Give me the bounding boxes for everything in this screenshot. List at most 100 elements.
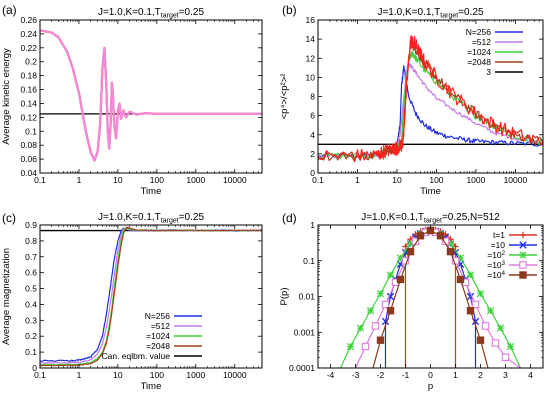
- marker-square-open: [381, 300, 390, 309]
- x-tick-label: 2: [478, 370, 483, 380]
- title-subscript: target: [440, 13, 458, 20]
- legend-label-sup: 3: [502, 261, 506, 267]
- axes-frame: [39, 224, 263, 369]
- series-line: [318, 35, 543, 163]
- marker-square-open: [371, 322, 380, 330]
- y-axis-label: P(p): [279, 288, 290, 306]
- series-line: [318, 62, 543, 159]
- legend-label-sup: 4: [502, 271, 506, 277]
- title-main: J=1.0,K=0.1,T: [377, 7, 440, 18]
- axes-frame: [317, 19, 544, 174]
- series-line: [40, 29, 262, 162]
- panel-c: (c) J=1.0,K=0.1,Ttarget=0.25 0.1 1 10 100 1000…: [1, 211, 263, 392]
- x-axis-label: Time: [141, 186, 162, 197]
- marker-star: [486, 307, 495, 315]
- panel-letter: (c): [2, 211, 16, 225]
- legend-label-text: N=256: [145, 311, 171, 321]
- legend-label: =2048: [467, 57, 491, 67]
- y-tick-label: 0.001: [294, 327, 316, 337]
- y-tick-label: 10: [306, 72, 316, 82]
- legend-label-text: =10: [487, 250, 502, 260]
- title-suffix: =0.25: [179, 7, 205, 18]
- y-tick-label: 2: [310, 149, 315, 159]
- x-tick-label: 100: [429, 175, 443, 185]
- y-tick-label: 4: [310, 130, 315, 140]
- panel-title: J=1.0,K=0.1,Ttarget=0.25: [377, 7, 483, 20]
- x-axis-label: p: [428, 381, 433, 392]
- legend-label: =103: [487, 260, 505, 270]
- legend-label-text: =10: [487, 270, 502, 280]
- marker-square-filled: [519, 271, 527, 279]
- panel-title: J=1.0,K=0.1,Ttarget=0.25: [98, 212, 204, 225]
- marker-star: [466, 271, 475, 279]
- y-tick-label: 0.08: [20, 140, 37, 150]
- x-tick-label: 0.1: [312, 175, 324, 185]
- title-suffix: =0.25,N=512: [442, 212, 500, 223]
- plot-area: [40, 29, 262, 162]
- series-line: [40, 29, 262, 162]
- marker-star: [376, 290, 385, 298]
- marker-square-open: [491, 339, 500, 347]
- axes-frame: [317, 224, 544, 369]
- marker-square-open: [519, 261, 527, 269]
- marker-square-filled: [436, 232, 445, 240]
- panel-title: J=1.0,K=0.1,Ttarget=0.25: [98, 7, 204, 20]
- marker-star: [519, 251, 527, 259]
- legend-label-text: Can. eqlbm. value: [101, 351, 170, 361]
- marker-star: [406, 240, 415, 248]
- marker-star: [396, 254, 405, 262]
- y-tick-label: 0.4: [25, 299, 37, 309]
- legend-label: =512: [472, 37, 491, 47]
- y-tick-label: 6: [310, 111, 315, 121]
- x-tick-label: 10: [392, 175, 402, 185]
- marker-star: [366, 307, 375, 315]
- y-tick-label: 1: [310, 220, 315, 230]
- legend: t=1=10=102=103=104: [487, 230, 537, 280]
- y-axis-label: <p⁴>/<p²>²: [279, 74, 290, 120]
- y-tick-label: 0.14: [20, 98, 37, 108]
- y-tick-label: 0.16: [20, 85, 37, 95]
- x-tick-label: 1: [77, 175, 82, 185]
- marker-square-filled: [376, 336, 385, 344]
- marker-square-filled: [446, 247, 455, 256]
- plot-area: [40, 226, 262, 367]
- legend-label: t=1: [493, 230, 505, 240]
- series-line: [40, 226, 262, 367]
- marker-square-open: [361, 342, 370, 351]
- y-tick-label: 0.1: [303, 256, 315, 266]
- series-line: [40, 29, 262, 162]
- x-tick-label: 10000: [223, 370, 247, 380]
- panel-letter: (a): [2, 3, 17, 17]
- legend-label-text: 3: [486, 67, 491, 77]
- legend-label: N=256: [145, 311, 171, 321]
- title-subscript: target: [161, 218, 179, 225]
- marker-square-filled: [386, 307, 395, 315]
- y-axis-label: Average kinetic energy: [1, 48, 12, 145]
- x-tick-label: 4: [528, 370, 533, 380]
- legend-label: =10: [491, 240, 506, 250]
- legend-label: Can. eqlbm. value: [101, 351, 170, 361]
- y-axis-label: Average magnetization: [1, 248, 12, 345]
- plot-area: [339, 226, 522, 368]
- y-tick-label: 14: [306, 34, 316, 44]
- legend-label-text: =1024: [467, 47, 491, 57]
- x-axis-label: Time: [141, 381, 162, 392]
- marker-square-open: [501, 353, 510, 361]
- x-tick-label: 0.1: [34, 370, 46, 380]
- y-tick-label: 0.8: [25, 236, 37, 246]
- marker-star: [386, 271, 395, 279]
- legend-label-text: =1024: [146, 331, 170, 341]
- x-tick-label: 10: [113, 175, 123, 185]
- x-tick-label: -3: [352, 370, 360, 380]
- panel-title: J=1.0,K=0.1,Ttarget=0.25,N=512: [361, 212, 500, 225]
- legend-label-text: N=256: [466, 27, 492, 37]
- title-main: J=1.0,K=0.1,T: [98, 212, 161, 223]
- y-tick-label: 0.06: [20, 154, 37, 164]
- x-tick-label: -1: [402, 370, 410, 380]
- title-subscript: target: [161, 13, 179, 20]
- marker-square-filled: [396, 275, 405, 284]
- y-tick-label: 0.1: [25, 126, 37, 136]
- marker-square-open: [471, 300, 480, 309]
- series-line: [40, 29, 262, 162]
